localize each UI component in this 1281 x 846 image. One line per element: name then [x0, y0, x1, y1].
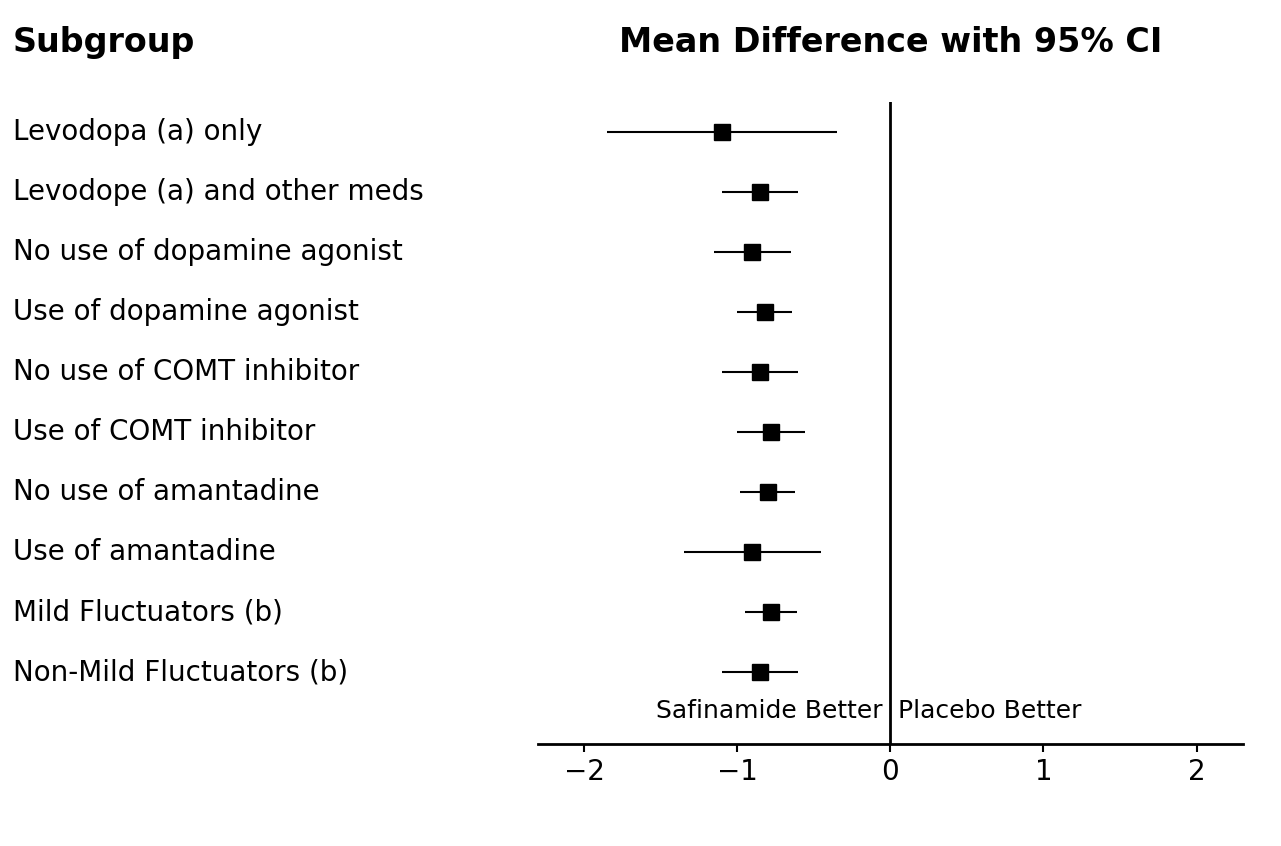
Text: Use of amantadine: Use of amantadine: [13, 538, 275, 566]
Text: No use of amantadine: No use of amantadine: [13, 478, 319, 506]
Text: Levodope (a) and other meds: Levodope (a) and other meds: [13, 178, 424, 206]
Text: Mean Difference with 95% CI: Mean Difference with 95% CI: [619, 26, 1162, 59]
Text: Levodopa (a) only: Levodopa (a) only: [13, 118, 263, 146]
Text: Subgroup: Subgroup: [13, 26, 195, 59]
Text: Safinamide Better: Safinamide Better: [656, 700, 883, 723]
Text: Placebo Better: Placebo Better: [898, 700, 1081, 723]
Text: No use of dopamine agonist: No use of dopamine agonist: [13, 238, 402, 266]
Text: Use of dopamine agonist: Use of dopamine agonist: [13, 298, 359, 326]
Text: No use of COMT inhibitor: No use of COMT inhibitor: [13, 358, 359, 386]
Text: Mild Fluctuators (b): Mild Fluctuators (b): [13, 598, 283, 626]
Text: Non-Mild Fluctuators (b): Non-Mild Fluctuators (b): [13, 658, 348, 686]
Text: Use of COMT inhibitor: Use of COMT inhibitor: [13, 418, 315, 446]
